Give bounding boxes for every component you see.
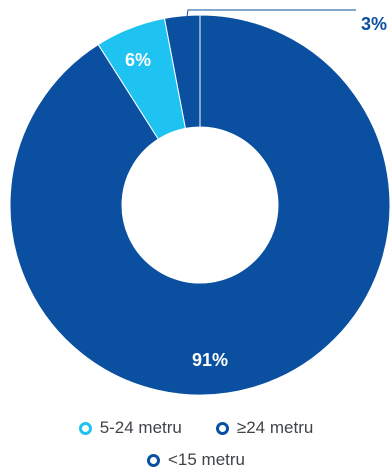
legend-swatch-under-15	[146, 453, 160, 467]
legend-row-2: <15 metru	[0, 450, 392, 470]
legend-row-1: 5-24 metru ≥24 metru	[0, 418, 392, 438]
legend-label-5-24: 5-24 metru	[99, 418, 182, 437]
data-label-5-24: 6%	[125, 50, 151, 70]
legend-item-24-plus: ≥24 metru	[215, 418, 314, 438]
legend-label-under-15: <15 metru	[167, 450, 245, 469]
slice--15-metru	[9, 14, 391, 396]
slice-5-24-metru	[97, 17, 186, 140]
legend-item-5-24: 5-24 metru	[78, 418, 182, 438]
legend-swatch-24-plus	[215, 421, 229, 435]
legend-item-under-15: <15 metru	[146, 450, 245, 470]
data-label-24-plus: 3%	[361, 14, 387, 34]
leader-line-24-plus	[183, 9, 356, 36]
legend-label-24-plus: ≥24 metru	[236, 418, 314, 437]
data-label-under-15: 91%	[192, 350, 228, 370]
legend-swatch-5-24	[78, 421, 92, 435]
